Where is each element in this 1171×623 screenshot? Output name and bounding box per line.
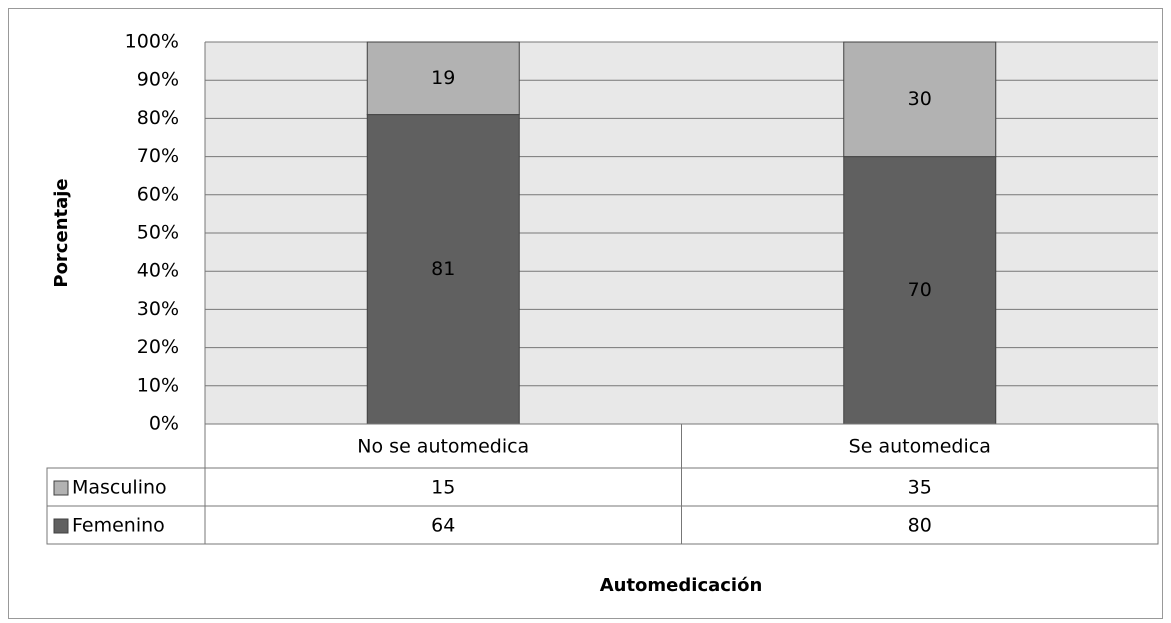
data-label: 19 xyxy=(431,67,455,89)
y-tick-label: 10% xyxy=(137,374,179,396)
y-tick-label: 70% xyxy=(137,145,179,167)
data-label: 30 xyxy=(908,88,932,110)
y-tick-label: 60% xyxy=(137,183,179,205)
bar-segment xyxy=(366,114,520,425)
y-tick-label: 30% xyxy=(137,298,179,320)
legend-label: Femenino xyxy=(72,515,165,537)
table-cell: 64 xyxy=(431,515,455,537)
y-tick-label: 50% xyxy=(137,222,179,244)
bar-segment xyxy=(843,41,997,158)
legend-swatch xyxy=(53,518,69,534)
x-axis-title: Automedicación xyxy=(600,575,763,596)
y-tick-label: 0% xyxy=(149,413,179,435)
legend-label: Masculino xyxy=(72,477,167,499)
data-label: 70 xyxy=(908,279,932,301)
legend-swatch xyxy=(53,480,69,496)
table-cell: 80 xyxy=(908,515,932,537)
y-tick-label: 20% xyxy=(137,336,179,358)
bar-segment xyxy=(843,156,997,425)
y-tick-label: 80% xyxy=(137,107,179,129)
data-label: 81 xyxy=(431,258,455,280)
x-tick-label: Se automedica xyxy=(849,436,991,458)
table-cell: 35 xyxy=(908,477,932,499)
y-tick-label: 40% xyxy=(137,260,179,282)
table-cell: 15 xyxy=(431,477,455,499)
x-tick-label: No se automedica xyxy=(357,436,529,458)
y-tick-label: 90% xyxy=(137,69,179,91)
y-tick-label: 100% xyxy=(125,31,179,53)
bar-segment xyxy=(366,41,520,116)
y-axis-title: Porcentaje xyxy=(51,178,72,287)
